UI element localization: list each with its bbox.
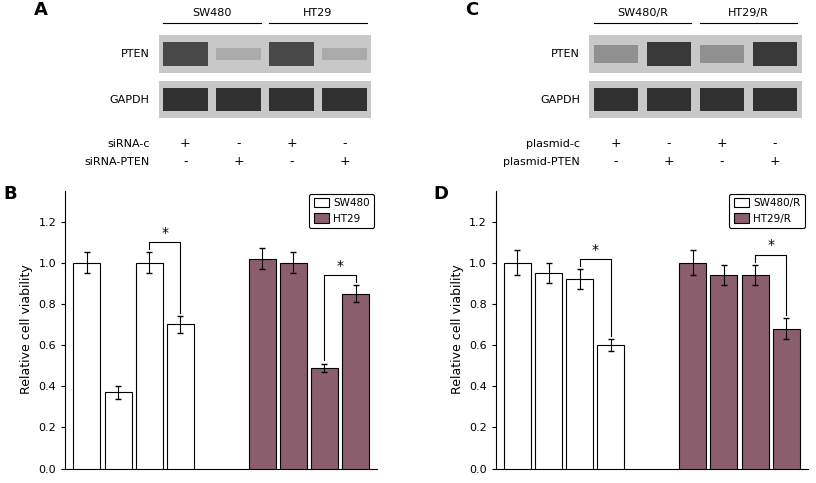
Text: -: - <box>720 155 725 168</box>
Text: SW480/R: SW480/R <box>617 8 668 18</box>
Y-axis label: Relative cell viability: Relative cell viability <box>450 265 463 395</box>
Bar <box>647 42 691 66</box>
Bar <box>753 42 797 66</box>
Text: C: C <box>464 1 478 19</box>
Bar <box>104 392 131 469</box>
Text: plasmid-c: plasmid-c <box>526 139 580 149</box>
Text: plasmid-PTEN: plasmid-PTEN <box>503 156 580 167</box>
Text: PTEN: PTEN <box>551 49 580 59</box>
Text: -: - <box>289 155 294 168</box>
Text: SW480: SW480 <box>193 8 232 18</box>
Bar <box>589 35 801 72</box>
Bar <box>711 275 738 469</box>
Text: siRNA-PTEN: siRNA-PTEN <box>84 156 149 167</box>
Text: *: * <box>767 239 774 253</box>
Text: +: + <box>339 155 350 168</box>
Text: -: - <box>342 137 347 150</box>
Text: A: A <box>34 1 48 19</box>
Bar <box>73 263 100 469</box>
Text: *: * <box>592 242 599 256</box>
Text: GAPDH: GAPDH <box>540 95 580 104</box>
Text: D: D <box>433 185 449 203</box>
Text: *: * <box>336 259 344 273</box>
Bar <box>700 88 744 111</box>
Bar <box>597 345 624 469</box>
Bar <box>773 328 800 469</box>
Bar <box>280 263 307 469</box>
Bar <box>159 81 371 118</box>
Text: B: B <box>3 185 16 203</box>
Bar <box>216 88 261 111</box>
Text: +: + <box>769 155 780 168</box>
Text: *: * <box>162 226 168 240</box>
Bar <box>159 35 371 72</box>
Legend: SW480, HT29: SW480, HT29 <box>309 194 375 228</box>
Text: HT29: HT29 <box>304 8 333 18</box>
Text: -: - <box>773 137 778 150</box>
Bar <box>135 263 162 469</box>
Bar <box>311 368 338 469</box>
Bar <box>322 47 367 60</box>
Bar <box>566 279 593 469</box>
Bar <box>504 263 531 469</box>
Text: -: - <box>183 155 188 168</box>
Bar <box>679 263 707 469</box>
Text: +: + <box>286 137 297 150</box>
Text: +: + <box>610 137 621 150</box>
Bar <box>249 258 276 469</box>
Text: HT29/R: HT29/R <box>728 8 769 18</box>
Text: +: + <box>180 137 191 150</box>
Text: GAPDH: GAPDH <box>109 95 149 104</box>
Text: +: + <box>233 155 244 168</box>
Text: +: + <box>663 155 674 168</box>
Text: -: - <box>667 137 672 150</box>
Bar <box>742 275 769 469</box>
Bar <box>163 42 208 66</box>
Bar <box>594 45 638 63</box>
Bar <box>594 88 638 111</box>
Bar <box>166 325 194 469</box>
Bar <box>163 88 208 111</box>
Bar <box>647 88 691 111</box>
Text: siRNA-c: siRNA-c <box>107 139 149 149</box>
Bar <box>269 42 314 66</box>
Y-axis label: Relative cell viability: Relative cell viability <box>20 265 33 395</box>
Bar <box>535 273 562 469</box>
Text: +: + <box>716 137 727 150</box>
Bar <box>700 45 744 63</box>
Bar <box>342 294 369 469</box>
Text: PTEN: PTEN <box>121 49 149 59</box>
Text: -: - <box>236 137 241 150</box>
Bar <box>216 47 261 60</box>
Legend: SW480/R, HT29/R: SW480/R, HT29/R <box>730 194 805 228</box>
Bar <box>322 88 367 111</box>
Bar <box>269 88 314 111</box>
Text: -: - <box>614 155 619 168</box>
Bar <box>753 88 797 111</box>
Bar <box>589 81 801 118</box>
